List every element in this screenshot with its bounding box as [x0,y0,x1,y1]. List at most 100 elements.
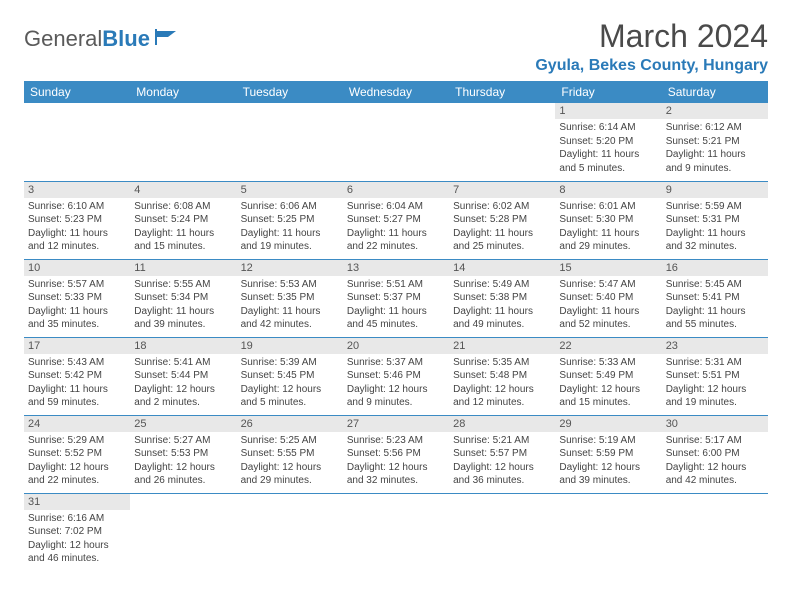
day-header: Wednesday [343,81,449,103]
calendar-cell [24,103,130,181]
day-header: Monday [130,81,236,103]
sunset-text: Sunset: 5:40 PM [559,291,657,305]
day-number: 10 [24,260,130,276]
daylight-text: Daylight: 11 hours and 9 minutes. [666,148,764,175]
day-number: 31 [24,494,130,510]
sunrise-text: Sunrise: 5:29 AM [28,434,126,448]
sunset-text: Sunset: 5:20 PM [559,135,657,149]
day-body: Sunrise: 5:41 AMSunset: 5:44 PMDaylight:… [130,354,236,414]
sunrise-text: Sunrise: 6:02 AM [453,200,551,214]
daylight-text: Daylight: 12 hours and 12 minutes. [453,383,551,410]
day-number: 27 [343,416,449,432]
day-body: Sunrise: 5:55 AMSunset: 5:34 PMDaylight:… [130,276,236,336]
daylight-text: Daylight: 12 hours and 19 minutes. [666,383,764,410]
day-number: 18 [130,338,236,354]
sunset-text: Sunset: 5:33 PM [28,291,126,305]
day-header: Thursday [449,81,555,103]
sunrise-text: Sunrise: 5:41 AM [134,356,232,370]
sunrise-text: Sunrise: 5:33 AM [559,356,657,370]
daylight-text: Daylight: 12 hours and 29 minutes. [241,461,339,488]
day-body: Sunrise: 5:35 AMSunset: 5:48 PMDaylight:… [449,354,555,414]
sunset-text: Sunset: 5:27 PM [347,213,445,227]
calendar-cell: 4Sunrise: 6:08 AMSunset: 5:24 PMDaylight… [130,181,236,259]
sunset-text: Sunset: 5:25 PM [241,213,339,227]
sunset-text: Sunset: 5:42 PM [28,369,126,383]
day-body: Sunrise: 6:16 AMSunset: 7:02 PMDaylight:… [24,510,130,570]
calendar-cell: 6Sunrise: 6:04 AMSunset: 5:27 PMDaylight… [343,181,449,259]
day-number: 25 [130,416,236,432]
calendar-cell: 28Sunrise: 5:21 AMSunset: 5:57 PMDayligh… [449,415,555,493]
day-body: Sunrise: 5:25 AMSunset: 5:55 PMDaylight:… [237,432,343,492]
day-number: 13 [343,260,449,276]
day-header: Sunday [24,81,130,103]
calendar-cell: 26Sunrise: 5:25 AMSunset: 5:55 PMDayligh… [237,415,343,493]
calendar-cell [343,493,449,571]
daylight-text: Daylight: 11 hours and 39 minutes. [134,305,232,332]
logo-word2: Blue [102,26,150,51]
sunrise-text: Sunrise: 6:10 AM [28,200,126,214]
calendar-cell: 19Sunrise: 5:39 AMSunset: 5:45 PMDayligh… [237,337,343,415]
day-number: 3 [24,182,130,198]
calendar-cell: 9Sunrise: 5:59 AMSunset: 5:31 PMDaylight… [662,181,768,259]
calendar-cell: 27Sunrise: 5:23 AMSunset: 5:56 PMDayligh… [343,415,449,493]
calendar-cell: 22Sunrise: 5:33 AMSunset: 5:49 PMDayligh… [555,337,661,415]
sunrise-text: Sunrise: 5:21 AM [453,434,551,448]
sunrise-text: Sunrise: 5:35 AM [453,356,551,370]
flag-icon [154,27,180,52]
day-number: 29 [555,416,661,432]
sunset-text: Sunset: 5:23 PM [28,213,126,227]
sunrise-text: Sunrise: 5:19 AM [559,434,657,448]
daylight-text: Daylight: 12 hours and 2 minutes. [134,383,232,410]
month-title: March 2024 [535,18,768,55]
sunrise-text: Sunrise: 5:17 AM [666,434,764,448]
logo-text: GeneralBlue [24,26,150,52]
day-number: 12 [237,260,343,276]
sunrise-text: Sunrise: 5:47 AM [559,278,657,292]
sunset-text: Sunset: 5:51 PM [666,369,764,383]
calendar-cell [343,103,449,181]
day-number: 23 [662,338,768,354]
sunset-text: Sunset: 5:53 PM [134,447,232,461]
daylight-text: Daylight: 12 hours and 5 minutes. [241,383,339,410]
sunrise-text: Sunrise: 6:08 AM [134,200,232,214]
sunrise-text: Sunrise: 5:23 AM [347,434,445,448]
calendar-cell: 21Sunrise: 5:35 AMSunset: 5:48 PMDayligh… [449,337,555,415]
sunset-text: Sunset: 5:57 PM [453,447,551,461]
day-body: Sunrise: 5:37 AMSunset: 5:46 PMDaylight:… [343,354,449,414]
location: Gyula, Bekes County, Hungary [535,57,768,75]
sunrise-text: Sunrise: 6:06 AM [241,200,339,214]
daylight-text: Daylight: 12 hours and 26 minutes. [134,461,232,488]
calendar-cell [449,493,555,571]
sunrise-text: Sunrise: 6:04 AM [347,200,445,214]
day-number: 22 [555,338,661,354]
calendar-cell [130,103,236,181]
day-header: Friday [555,81,661,103]
day-number: 19 [237,338,343,354]
day-body: Sunrise: 5:59 AMSunset: 5:31 PMDaylight:… [662,198,768,258]
daylight-text: Daylight: 12 hours and 39 minutes. [559,461,657,488]
day-number: 1 [555,103,661,119]
sunrise-text: Sunrise: 5:59 AM [666,200,764,214]
day-body: Sunrise: 6:08 AMSunset: 5:24 PMDaylight:… [130,198,236,258]
day-number: 8 [555,182,661,198]
day-number: 16 [662,260,768,276]
daylight-text: Daylight: 11 hours and 5 minutes. [559,148,657,175]
day-number: 17 [24,338,130,354]
sunset-text: Sunset: 5:55 PM [241,447,339,461]
day-number: 30 [662,416,768,432]
logo: GeneralBlue [24,26,180,52]
day-number: 11 [130,260,236,276]
daylight-text: Daylight: 12 hours and 32 minutes. [347,461,445,488]
daylight-text: Daylight: 11 hours and 45 minutes. [347,305,445,332]
calendar-cell: 25Sunrise: 5:27 AMSunset: 5:53 PMDayligh… [130,415,236,493]
calendar-cell: 16Sunrise: 5:45 AMSunset: 5:41 PMDayligh… [662,259,768,337]
day-number: 9 [662,182,768,198]
day-body: Sunrise: 5:53 AMSunset: 5:35 PMDaylight:… [237,276,343,336]
sunrise-text: Sunrise: 5:51 AM [347,278,445,292]
calendar-cell: 18Sunrise: 5:41 AMSunset: 5:44 PMDayligh… [130,337,236,415]
sunset-text: Sunset: 5:37 PM [347,291,445,305]
sunrise-text: Sunrise: 5:39 AM [241,356,339,370]
calendar-cell: 5Sunrise: 6:06 AMSunset: 5:25 PMDaylight… [237,181,343,259]
calendar-cell: 2Sunrise: 6:12 AMSunset: 5:21 PMDaylight… [662,103,768,181]
calendar-cell: 8Sunrise: 6:01 AMSunset: 5:30 PMDaylight… [555,181,661,259]
